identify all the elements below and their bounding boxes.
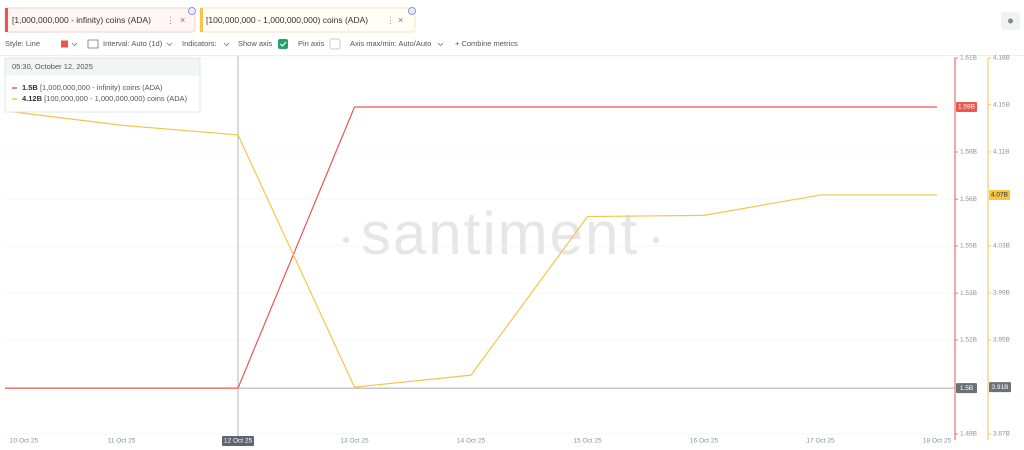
tooltip-series: [1,000,000,000 - infinity) coins (ADA): [40, 83, 163, 92]
tab-label[interactable]: [100,000,000 - 1,000,000,000) coins (ADA…: [206, 15, 368, 25]
y-tick-label: 1.55B: [960, 243, 977, 250]
tooltip-row: 1.5B [1,000,000,000 - infinity) coins (A…: [22, 83, 163, 92]
y-tick-label: 1.61B: [960, 55, 977, 62]
y2-tick-label: 4.11B: [993, 149, 1010, 156]
tooltip: 05:30, October 12, 2025 1.5B [1,000,000,…: [4, 57, 201, 113]
color-swatch[interactable]: [61, 40, 68, 48]
tooltip-title: 05:30, October 12, 2025: [12, 62, 93, 71]
y2-tick-label: 3.87B: [993, 431, 1010, 438]
tooltip-value: 4.12B: [22, 94, 43, 103]
crosshair-x-tag: [222, 436, 254, 446]
interval-label[interactable]: Interval: Auto (1d): [103, 39, 163, 48]
x-tick-label: 16 Oct 25: [690, 438, 719, 445]
y2-tick-label: 4.03B: [993, 243, 1010, 250]
style-label[interactable]: Style: Line: [5, 39, 40, 48]
watermark-dot: [343, 237, 349, 243]
crosshair-tag: [956, 383, 977, 394]
show-axis-checkbox[interactable]: [278, 39, 288, 49]
tooltip-row: 4.12B [100,000,000 - 1,000,000,000) coin…: [22, 94, 188, 103]
tab-label[interactable]: [1,000,000,000 - infinity) coins (ADA): [12, 15, 151, 25]
value-tag: [956, 102, 977, 113]
chevron: [223, 42, 230, 47]
y2-tick-label: 4.15B: [993, 101, 1010, 108]
crosshair-tag-label: 3.91B: [992, 384, 1009, 391]
y-tick-label: 1.52B: [960, 337, 977, 344]
tab-color: [200, 8, 203, 32]
tab-badge: [188, 7, 196, 15]
chevron: [166, 42, 173, 47]
x-tick-label: 18 Oct 25: [923, 438, 952, 445]
x-tick-label: 17 Oct 25: [806, 438, 835, 445]
tab-close[interactable]: ×: [398, 15, 403, 25]
crosshair-x-label: 12 Oct 25: [224, 438, 253, 445]
x-tick-label: 13 Oct 25: [340, 438, 369, 445]
tab-color: [5, 8, 8, 32]
y-tick-label: 1.56B: [960, 196, 977, 203]
y2-tick-label: 3.95B: [993, 337, 1010, 344]
tooltip-series: [100,000,000 - 1,000,000,000) coins (ADA…: [44, 94, 188, 103]
series-line: [4, 110, 937, 388]
chevron: [437, 42, 444, 47]
series-line: [5, 106, 937, 389]
tooltip-value: 1.5B: [22, 83, 38, 92]
interval-icon: [87, 39, 99, 49]
tab-menu[interactable]: ⋮: [166, 15, 175, 25]
tooltip-header: [5, 58, 200, 76]
x-tick-label: 10 Oct 25: [10, 438, 39, 445]
tab-menu[interactable]: ⋮: [386, 15, 395, 25]
crosshair-tag: [989, 382, 1011, 393]
watermark: santiment: [361, 200, 639, 267]
y2-tick-label: 4.18B: [993, 55, 1010, 62]
x-tick-label: 14 Oct 25: [457, 438, 486, 445]
chevron: [71, 42, 78, 47]
plot: 1.49B 1.52B 1.53B 1.55B 1.56B 1.58B 1.61B 3.87B…: [4, 55, 1011, 446]
value-tag-label: 1.59B: [958, 104, 975, 111]
crosshair-tag-label: 1.5B: [960, 385, 973, 392]
combine-metrics[interactable]: + Combine metrics: [455, 39, 518, 48]
y2-tick-label: 3.99B: [993, 290, 1010, 297]
show-axis-label[interactable]: Show axis: [238, 39, 272, 48]
pin-axis-label[interactable]: Pin axis: [298, 39, 325, 48]
value-tag: [989, 189, 1010, 200]
x-tick-label: 11 Oct 25: [108, 438, 136, 445]
y-tick-label: 1.58B: [960, 149, 977, 156]
watermark-dot: [653, 237, 659, 243]
tab-badge: [408, 7, 416, 15]
check-mark: [280, 41, 287, 47]
value-tag-label: 4.07B: [991, 192, 1008, 199]
pin-axis-checkbox[interactable]: [329, 38, 341, 50]
x-tick-label: 15 Oct 25: [573, 438, 602, 445]
y-tick-label: 1.53B: [960, 290, 977, 297]
axis-range-label[interactable]: Axis max/min: Auto/Auto: [350, 39, 431, 48]
indicators-label[interactable]: Indicators:: [182, 39, 217, 48]
settings-icon: [1008, 18, 1013, 24]
tab-close[interactable]: ×: [180, 15, 185, 25]
y-tick-label: 1.49B: [960, 431, 977, 438]
